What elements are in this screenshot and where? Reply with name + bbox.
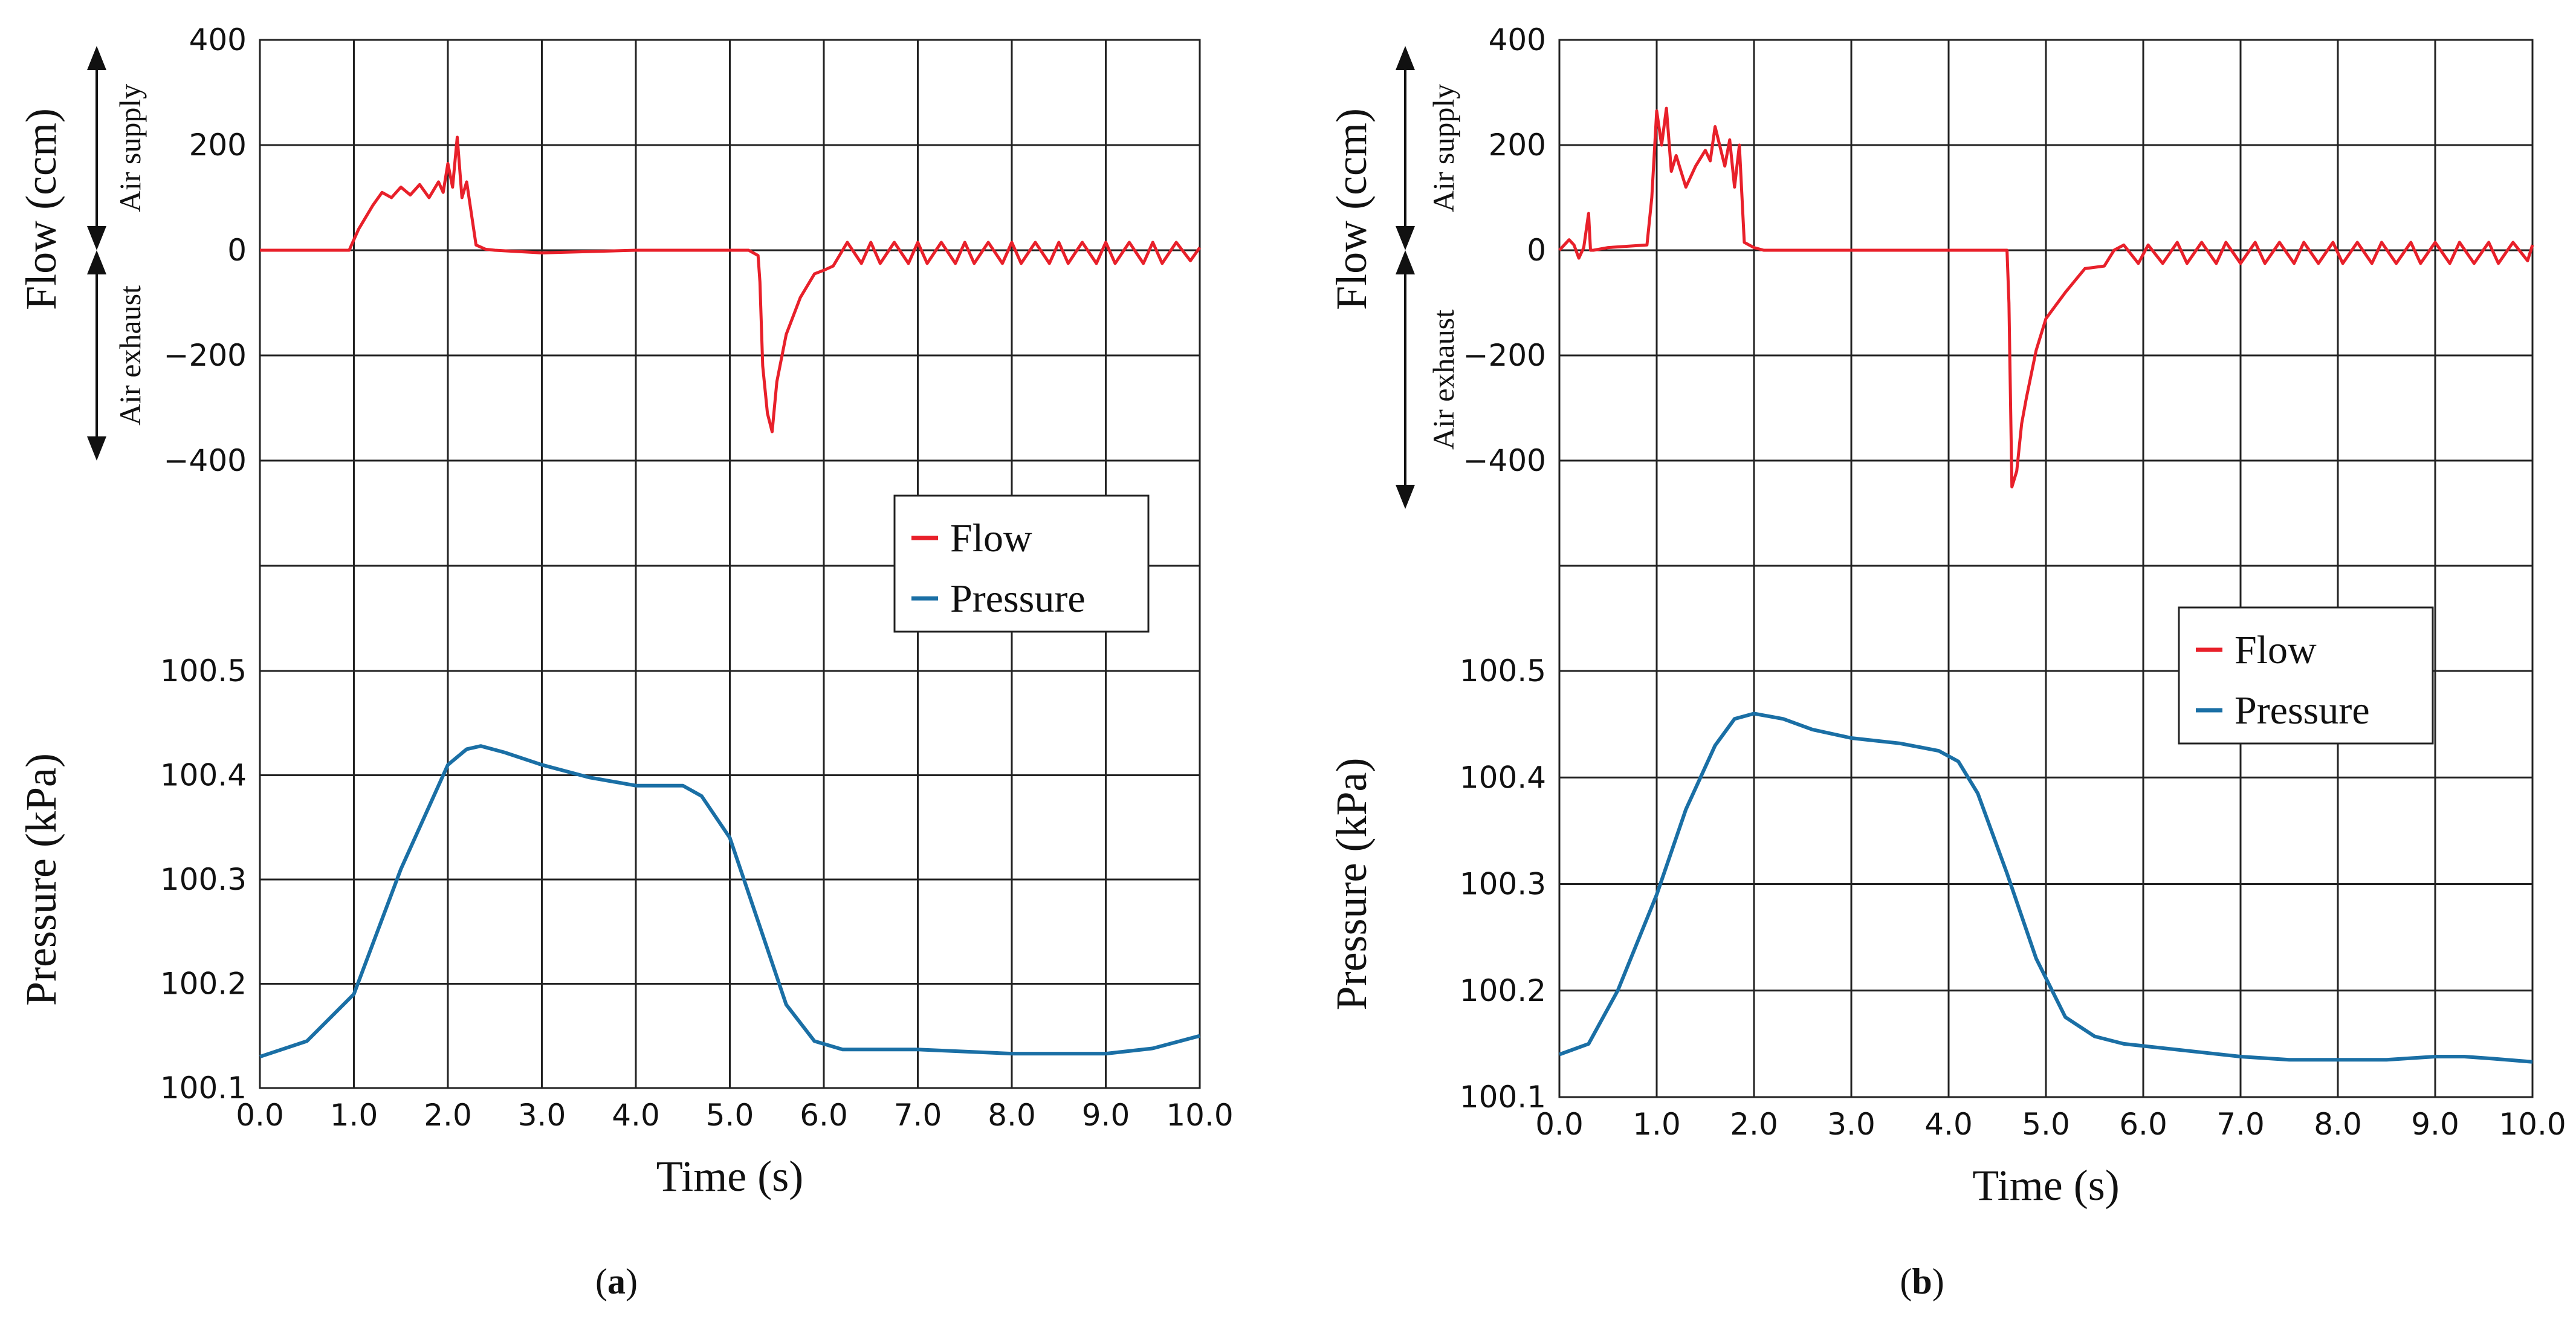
x-tick-label: 6.0 xyxy=(2119,1107,2167,1142)
pressure-tick-label: 100.2 xyxy=(160,967,247,1002)
panel-caption: (b) xyxy=(1900,1262,1944,1301)
air-exhaust-arrowhead-down xyxy=(87,436,106,461)
caption-close: ) xyxy=(626,1262,638,1301)
air-exhaust-arrowhead-up xyxy=(87,250,106,274)
flow-tick-label: 200 xyxy=(1489,128,1546,163)
x-tick-label: 3.0 xyxy=(1827,1107,1875,1142)
x-tick-label: 4.0 xyxy=(612,1098,660,1133)
flow-tick-label: −200 xyxy=(1463,338,1546,373)
chart-panel-b: 400 200 0 −200 −400 100.5 100.4 100.3 100.2 100.1… xyxy=(1327,22,2566,1301)
pressure-tick-label: 100.4 xyxy=(160,758,247,793)
legend-label: Flow xyxy=(950,516,1032,560)
caption-letter: b xyxy=(1912,1262,1932,1301)
x-tick-label: 1.0 xyxy=(1633,1107,1681,1142)
x-tick-label: 8.0 xyxy=(988,1098,1036,1133)
x-tick-label: 6.0 xyxy=(800,1098,848,1133)
x-tick-label: 5.0 xyxy=(706,1098,754,1133)
x-tick-label: 9.0 xyxy=(2411,1107,2459,1142)
pressure-tick-label: 100.3 xyxy=(1460,867,1546,902)
x-axis-label: Time (s) xyxy=(1972,1161,2119,1210)
flow-axis-label: Flow (ccm) xyxy=(17,108,65,310)
flow-tick-label: 200 xyxy=(189,128,247,163)
legend-box xyxy=(893,494,1150,633)
x-tick-label: 9.0 xyxy=(1082,1098,1130,1133)
series-line-pressure xyxy=(259,744,1200,1059)
flow-axis-label: Flow (ccm) xyxy=(1327,108,1376,310)
air-exhaust-arrowhead-up xyxy=(1396,250,1415,274)
x-tick-label: 0.0 xyxy=(1535,1107,1584,1142)
caption-open: ( xyxy=(1900,1262,1912,1301)
air-supply-arrowhead-up xyxy=(1396,46,1415,70)
panel-caption: (a) xyxy=(595,1262,638,1301)
air-exhaust-arrowhead-down xyxy=(1396,485,1415,509)
x-tick-label: 10.0 xyxy=(2499,1107,2566,1142)
pressure-tick-label: 100.2 xyxy=(1460,973,1546,1008)
x-tick-label: 4.0 xyxy=(1924,1107,1973,1142)
series-line-flow xyxy=(260,135,1202,433)
flow-tick-label: 400 xyxy=(189,22,247,57)
flow-tick-label: −400 xyxy=(164,443,247,478)
plot-frame xyxy=(1558,39,2534,1098)
x-tick-label: 3.0 xyxy=(518,1098,566,1133)
x-tick-label: 2.0 xyxy=(424,1098,472,1133)
x-tick-label: 8.0 xyxy=(2314,1107,2362,1142)
caption-close: ) xyxy=(1932,1262,1944,1301)
legend-label: Pressure xyxy=(2235,688,2370,733)
x-tick-label: 1.0 xyxy=(330,1098,378,1133)
legend-label: Flow xyxy=(2235,628,2317,672)
plot-frame xyxy=(259,39,1201,1089)
air-supply-arrowhead-down xyxy=(87,226,106,250)
air-supply-label: Air supply xyxy=(1426,84,1460,213)
pressure-tick-label: 100.5 xyxy=(160,653,247,688)
caption-open: ( xyxy=(595,1262,607,1301)
flow-tick-label: 400 xyxy=(1489,22,1546,57)
x-tick-label: 7.0 xyxy=(894,1098,942,1133)
x-tick-label: 10.0 xyxy=(1166,1098,1233,1133)
pressure-axis-label: Pressure (kPa) xyxy=(1327,758,1376,1011)
pressure-tick-label: 100.1 xyxy=(160,1070,247,1106)
flow-tick-label: −400 xyxy=(1463,443,1546,478)
air-supply-arrowhead-up xyxy=(87,46,106,70)
x-axis-label: Time (s) xyxy=(656,1152,803,1200)
flow-tick-label: 0 xyxy=(227,233,247,268)
caption-letter: a xyxy=(607,1262,626,1301)
x-tick-label: 2.0 xyxy=(1730,1107,1778,1142)
series-line-pressure xyxy=(1558,711,2533,1064)
chart-panel-a: 400 200 0 −200 −400 100.5 100.4 100.3 100.2 100.1… xyxy=(17,22,1234,1301)
x-tick-label: 5.0 xyxy=(2022,1107,2070,1142)
air-exhaust-label: Air exhaust xyxy=(113,285,147,426)
x-tick-label: 0.0 xyxy=(236,1098,284,1133)
air-supply-arrowhead-down xyxy=(1396,226,1415,250)
legend-label: Pressure xyxy=(950,577,1086,621)
pressure-axis-label: Pressure (kPa) xyxy=(17,753,65,1006)
x-tick-label: 7.0 xyxy=(2216,1107,2265,1142)
pressure-tick-label: 100.5 xyxy=(1460,653,1546,688)
pressure-tick-label: 100.1 xyxy=(1460,1080,1546,1115)
pressure-tick-label: 100.4 xyxy=(1460,760,1546,795)
flow-tick-label: 0 xyxy=(1527,233,1546,268)
air-exhaust-label: Air exhaust xyxy=(1426,309,1460,450)
series-line-flow xyxy=(1558,106,2534,488)
flow-tick-label: −200 xyxy=(164,338,247,373)
legend-box xyxy=(2178,606,2434,745)
pressure-tick-label: 100.3 xyxy=(160,862,247,897)
air-supply-label: Air supply xyxy=(113,84,147,213)
